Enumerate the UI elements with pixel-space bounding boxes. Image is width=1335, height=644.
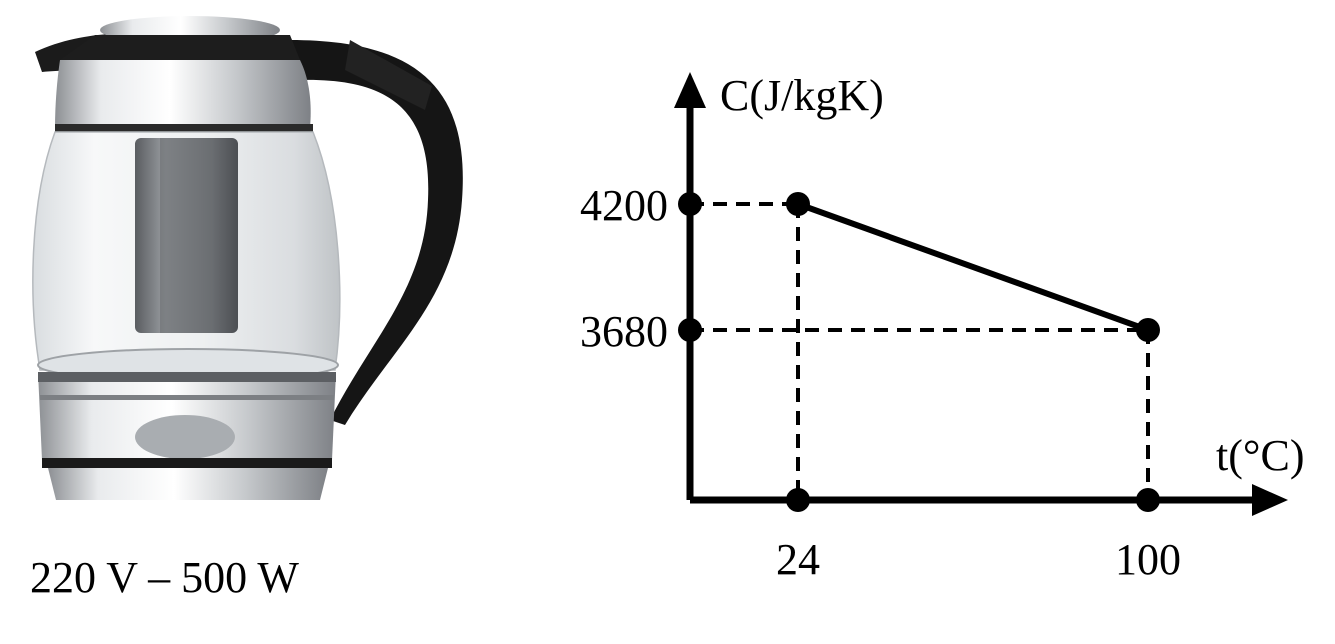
kettle-image xyxy=(32,16,463,500)
x-axis-marker-24 xyxy=(786,488,810,512)
x-tick-label-100: 100 xyxy=(1115,535,1181,584)
data-point-24-4200 xyxy=(786,192,810,216)
y-axis-marker-4200 xyxy=(678,192,702,216)
data-point-100-3680 xyxy=(1136,318,1160,342)
x-axis-arrow xyxy=(1252,484,1288,516)
kettle-rating-label: 220 V – 500 W xyxy=(30,553,299,602)
y-axis-arrow xyxy=(674,72,706,108)
y-axis-label: C(J/kgK) xyxy=(720,71,884,120)
y-axis-marker-3680 xyxy=(678,318,702,342)
x-tick-label-24: 24 xyxy=(776,535,820,584)
y-tick-label-4200: 4200 xyxy=(580,181,668,230)
kettle-illustration: 220 V – 500 W xyxy=(0,0,480,639)
series-line xyxy=(796,201,1150,333)
chart-svg: C(J/kgK) t(°C) 4200 3680 24 100 xyxy=(580,71,1304,584)
heat-capacity-chart: C(J/kgK) t(°C) 4200 3680 24 100 xyxy=(520,0,1335,639)
y-tick-label-3680: 3680 xyxy=(580,307,668,356)
x-axis-label: t(°C) xyxy=(1216,431,1304,480)
x-axis-marker-100 xyxy=(1136,488,1160,512)
